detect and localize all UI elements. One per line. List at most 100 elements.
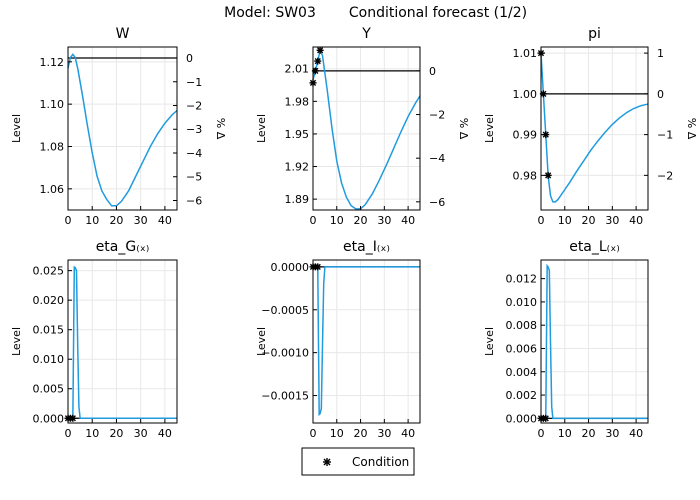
legend-box [301,447,415,476]
series-line [313,266,420,417]
x-tick-label: 0 [65,214,72,227]
y-tick-label: 0.004 [506,366,538,379]
y-tick-label: 0.020 [33,294,65,307]
condition-point [314,57,322,65]
y-tick-label: −0.0005 [261,304,309,317]
series-line [312,47,421,210]
y-tick-label: 0.000 [33,412,65,425]
plot-frame [312,259,421,424]
panel-title: eta_G₍ₓ₎ [96,239,150,255]
x-tick-label: 30 [377,214,391,227]
y-tick-label: 0.008 [506,319,538,332]
y2-tick-label: −4 [186,147,202,160]
plot-frame [540,46,649,211]
x-tick-label: 10 [85,214,99,227]
panel-title: eta_L₍ₓ₎ [569,239,620,255]
x-tick-label: 20 [109,427,123,440]
y-tick-label: 0.006 [506,342,538,355]
y2-tick-label: −2 [657,169,673,182]
x-tick-label: 10 [330,214,344,227]
figure-forecast-label: Conditional forecast (1/2) [349,5,527,21]
x-tick-label: 20 [582,427,596,440]
y-axis-label: Level [255,114,268,143]
y-axis-label: Level [255,327,268,356]
y2-tick-label: −5 [186,171,202,184]
legend-label: Condition [352,455,409,469]
x-tick-label: 20 [354,214,368,227]
y2-tick-label: −2 [429,109,445,122]
condition-point [542,131,550,139]
x-tick-label: 20 [354,427,368,440]
panel-grid: W0 10 20 30 401.061.081.101.12Level0−1−2−3−4… [10,26,698,440]
x-tick-label: 30 [605,427,619,440]
series-line [68,265,177,420]
y-tick-label: 1.98 [285,95,310,108]
x-tick-label: 30 [134,427,148,440]
y-tick-label: 0.025 [33,265,65,278]
y-tick-label: 2.01 [285,63,310,76]
panel-2: Y 0 10 20 30 40 1.89 1.92 1.95 1.98 2.01 Level 0 −2 −4… [255,26,470,227]
y-tick-label: 0.015 [33,324,65,337]
x-tick-label: 0 [538,214,545,227]
x-tick-label: 0 [65,427,72,440]
y-axis-label: Level [483,114,496,143]
y-tick-label: 0.010 [506,296,538,309]
y2-tick-label: 1 [657,47,664,60]
y-tick-label: 1.10 [40,98,65,111]
x-tick-label: 40 [401,214,415,227]
y2-tick-label: −2 [186,100,202,113]
x-tick-label: 30 [605,214,619,227]
panel-1: W 0 10 20 30 40 1.06 1.08 1.10 1.12 Level 0 −1 −2 −3 −4… [10,26,227,227]
y-tick-label: 0.0000 [271,261,310,274]
x-tick-label: 10 [85,427,99,440]
x-tick-label: 30 [377,427,391,440]
series-line [540,53,649,203]
y-tick-label: 0.005 [33,383,65,396]
x-tick-label: 0 [310,214,317,227]
y-tick-label: 0.98 [513,169,538,182]
condition-marker-icon [323,458,331,466]
y2-tick-label: −3 [186,123,202,136]
condition-point [316,46,324,54]
condition-point [69,414,77,422]
y2-axis-label: % Δ [214,118,227,140]
x-tick-label: 40 [158,427,172,440]
y-tick-label: 0.012 [506,273,538,286]
y-tick-label: 1.00 [513,88,538,101]
y-tick-label: 0.010 [33,353,65,366]
y2-tick-label: 0 [186,52,193,65]
y-tick-label: 0.000 [506,412,538,425]
x-tick-label: 10 [330,427,344,440]
series-line [67,53,178,207]
condition-point [544,171,552,179]
y-axis-label: Level [10,114,23,143]
y2-axis-label: % Δ [685,118,698,140]
y-tick-label: 1.92 [285,161,310,174]
x-tick-label: 40 [629,214,643,227]
y2-tick-label: 0 [657,88,664,101]
panel-title: pi [588,26,601,42]
x-tick-label: 40 [629,427,643,440]
y-tick-label: 0.99 [513,129,538,142]
x-tick-label: 20 [109,214,123,227]
panel-5: eta_I₍ₓ₎ 0 10 20 30 40 0.0000 −0.0005 −0.0010 −0.… [255,239,421,440]
x-tick-label: 0 [310,427,317,440]
plot-frame [67,259,178,424]
y-tick-label: 1.95 [285,128,310,141]
y2-axis-label: % Δ [457,118,470,140]
y-tick-label: 0.002 [506,389,538,402]
x-tick-label: 20 [582,214,596,227]
x-tick-label: 0 [538,427,545,440]
plot-frame [540,259,649,424]
y2-tick-label: −6 [186,194,202,207]
plot-frame [67,46,178,211]
y-axis-label: Level [483,327,496,356]
y2-tick-label: −1 [657,129,673,142]
panel-6: eta_L₍ₓ₎ 0 10 20 30 40 0.000 0.002 0.004 0.006 0.0… [483,239,649,440]
y2-tick-label: −6 [429,196,445,209]
panel-title: Y [361,26,371,42]
legend: Condition [301,447,415,476]
plot-frame [312,46,421,211]
y-tick-label: 1.12 [40,56,65,69]
y2-tick-label: −1 [186,76,202,89]
